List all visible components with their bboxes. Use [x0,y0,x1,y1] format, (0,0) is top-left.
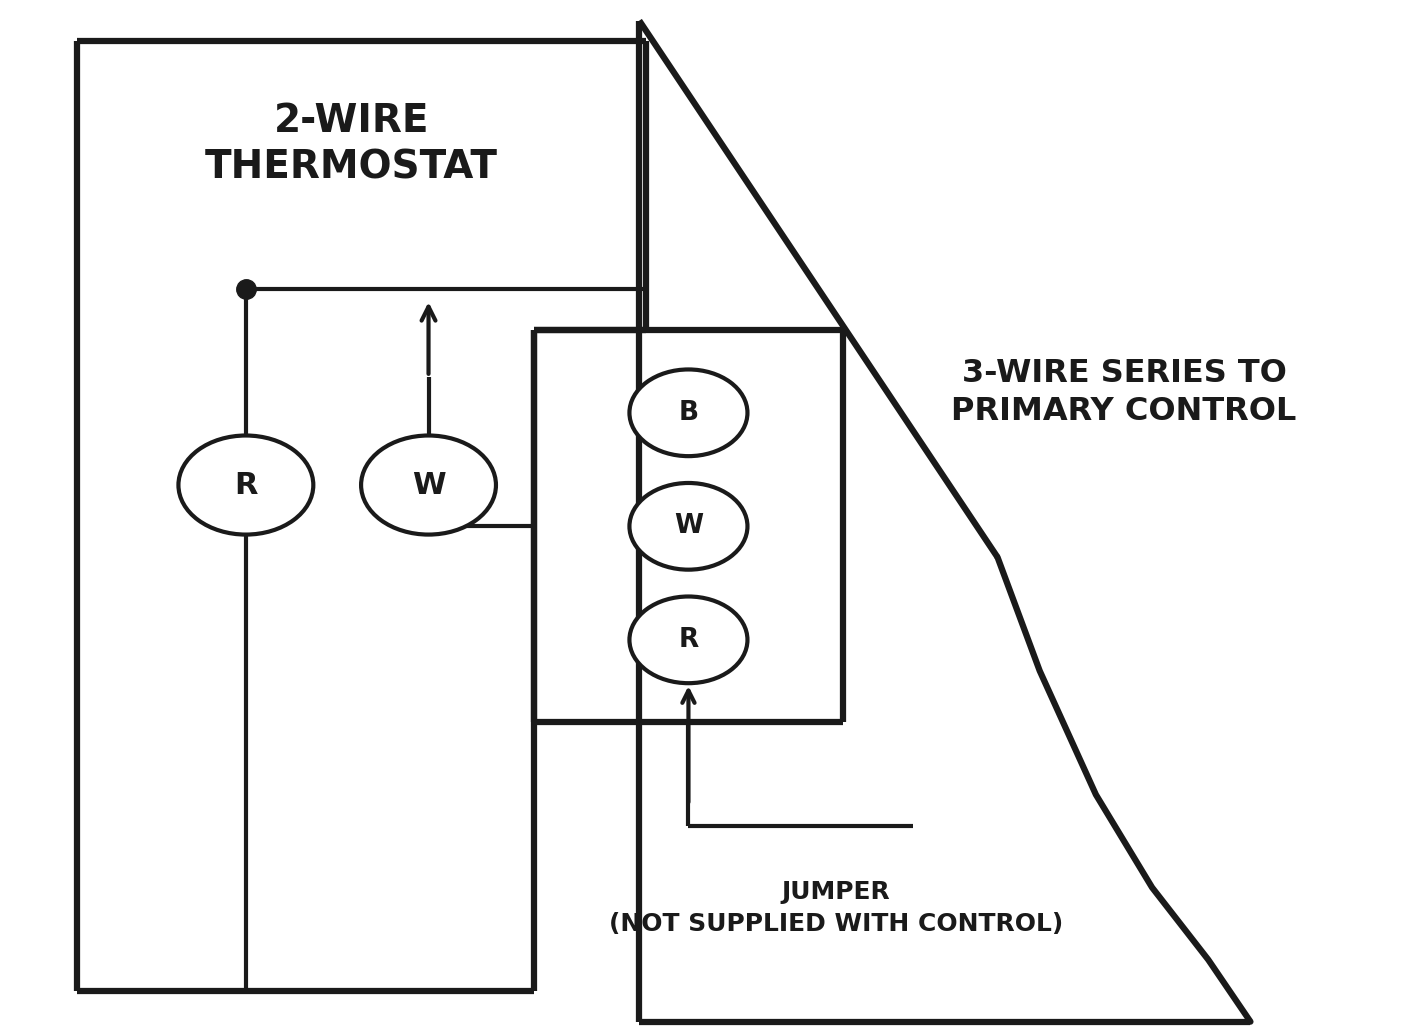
Circle shape [629,483,747,570]
Text: 2-WIRE
THERMOSTAT: 2-WIRE THERMOSTAT [205,102,497,187]
Text: R: R [679,626,698,653]
Circle shape [178,436,313,535]
Text: R: R [235,471,257,499]
Circle shape [361,436,496,535]
Text: B: B [679,399,698,426]
Circle shape [629,596,747,683]
Text: W: W [674,513,702,540]
Text: JUMPER
(NOT SUPPLIED WITH CONTROL): JUMPER (NOT SUPPLIED WITH CONTROL) [608,880,1064,936]
Circle shape [629,369,747,456]
Text: 3-WIRE SERIES TO
PRIMARY CONTROL: 3-WIRE SERIES TO PRIMARY CONTROL [951,357,1297,427]
Text: W: W [412,471,445,499]
